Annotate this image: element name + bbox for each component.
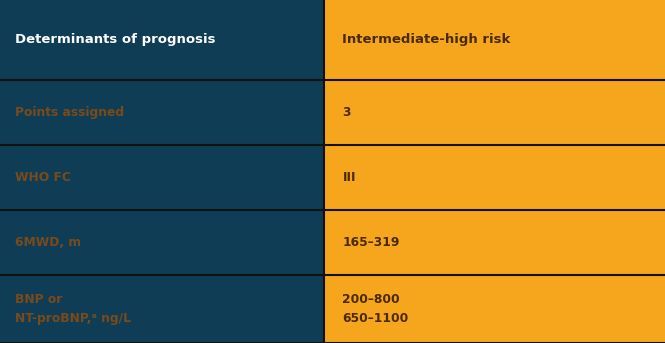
Bar <box>0 210 324 275</box>
Bar <box>0 0 324 80</box>
Text: III: III <box>342 171 356 184</box>
Bar <box>324 80 665 145</box>
Text: 6MWD, m: 6MWD, m <box>15 236 80 249</box>
Bar <box>324 0 665 80</box>
Text: 200–800
650–1100: 200–800 650–1100 <box>342 293 409 325</box>
Bar <box>0 145 324 210</box>
Bar <box>0 275 324 343</box>
Text: Points assigned: Points assigned <box>15 106 124 119</box>
Bar <box>324 210 665 275</box>
Bar <box>0 80 324 145</box>
Text: BNP or
NT-proBNP,ᵃ ng/L: BNP or NT-proBNP,ᵃ ng/L <box>15 293 130 325</box>
Text: WHO FC: WHO FC <box>15 171 70 184</box>
Text: Intermediate-high risk: Intermediate-high risk <box>342 34 511 47</box>
Text: Determinants of prognosis: Determinants of prognosis <box>15 34 215 47</box>
Text: 3: 3 <box>342 106 351 119</box>
Bar <box>324 275 665 343</box>
Text: 165–319: 165–319 <box>342 236 400 249</box>
Bar <box>324 145 665 210</box>
